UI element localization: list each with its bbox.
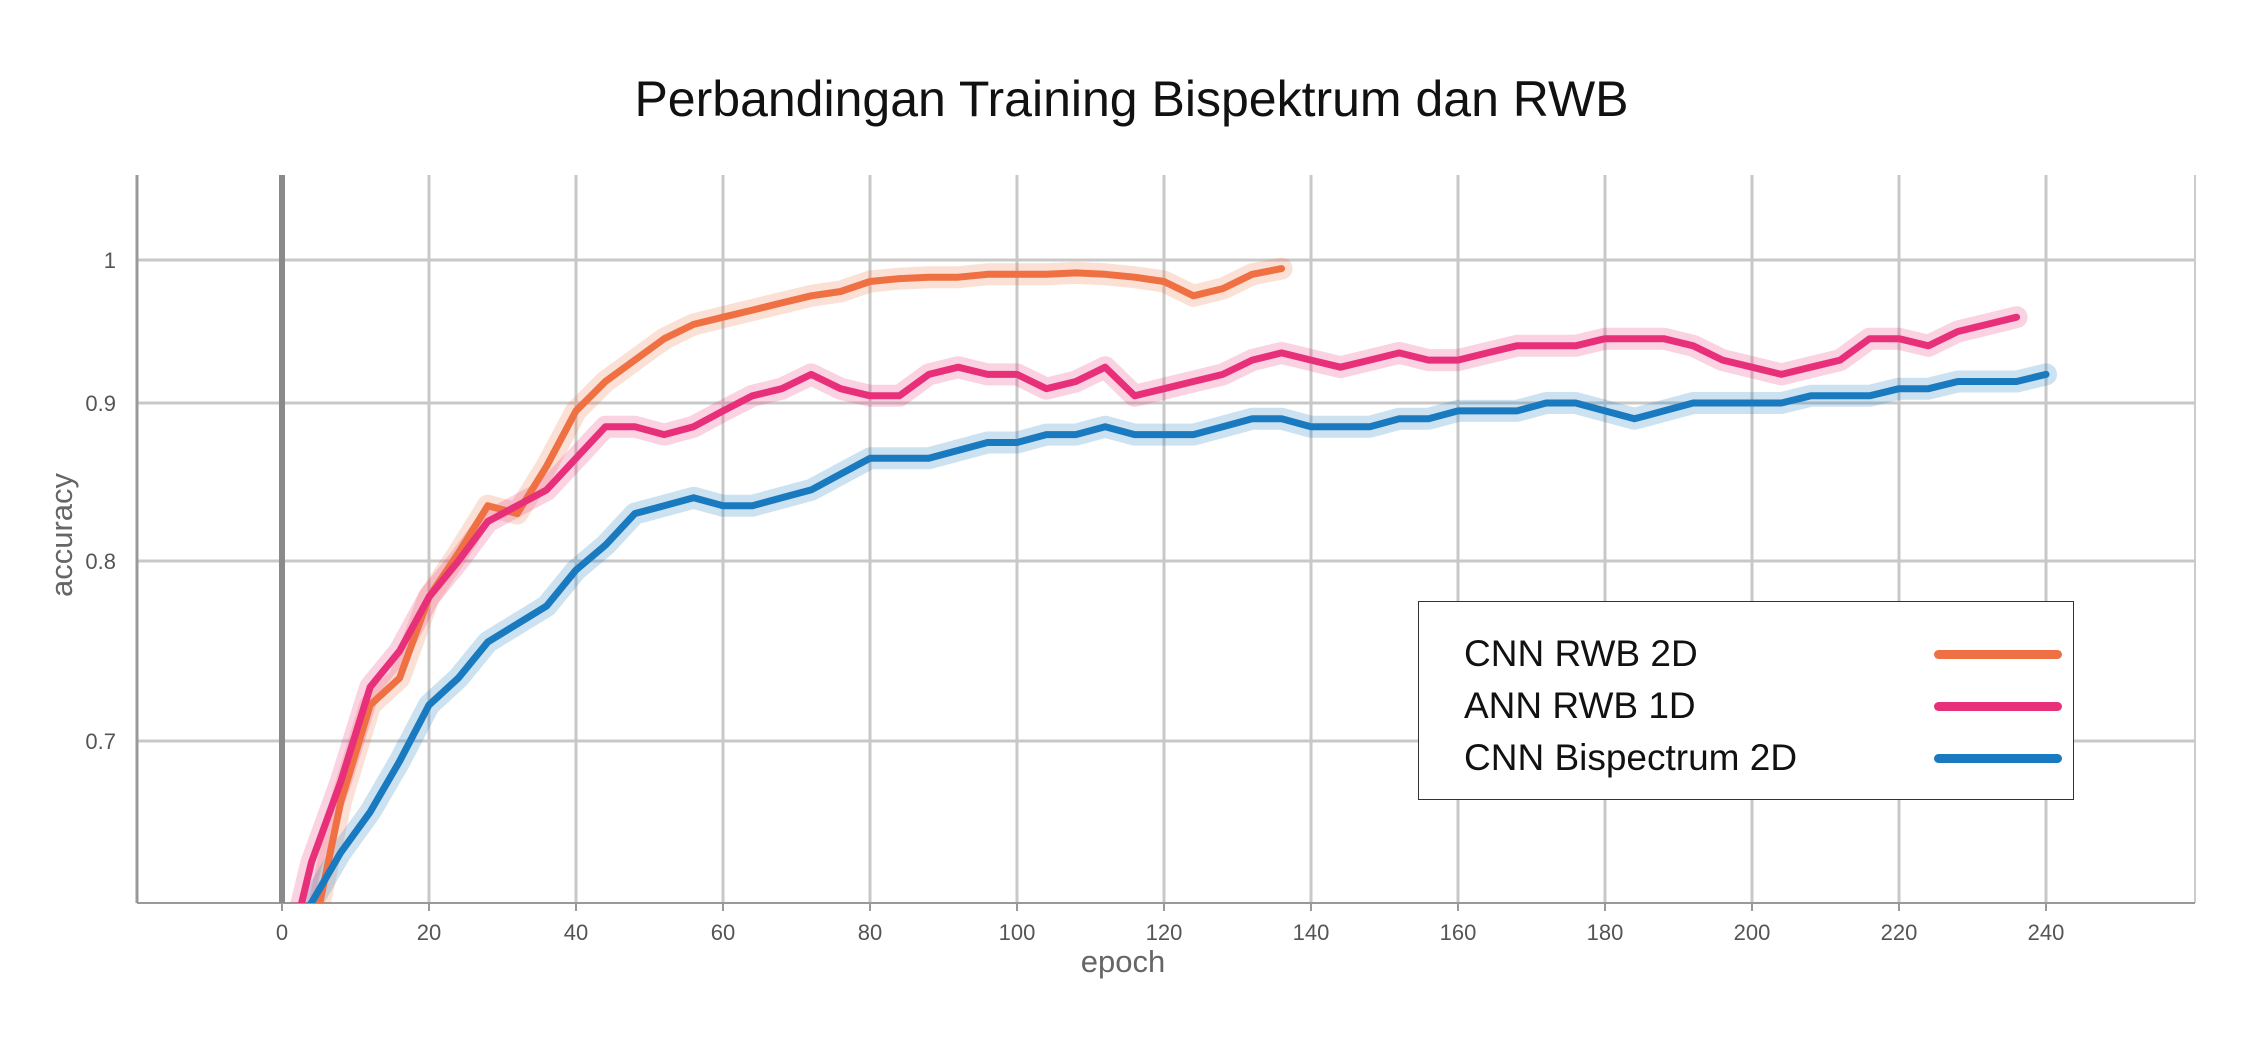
x-tick-label: 240 xyxy=(2028,920,2065,945)
x-tick-label: 80 xyxy=(858,920,882,945)
legend-swatch xyxy=(1934,702,2062,711)
y-axis-label: accuracy xyxy=(44,472,79,597)
x-tick-label: 100 xyxy=(999,920,1036,945)
x-tick-label: 200 xyxy=(1734,920,1771,945)
x-tick-label: 20 xyxy=(417,920,441,945)
legend-item-cnn-rwb-2d: CNN RWB 2D xyxy=(1464,629,2062,679)
x-tick-label: 180 xyxy=(1587,920,1624,945)
legend-label: ANN RWB 1D xyxy=(1464,685,1696,726)
tick-labels: 0 20 40 60 80 100 120 140 160 180 200 220 240 0.7 0.8 0… xyxy=(85,248,2064,945)
y-tick-label: 1 xyxy=(104,248,116,273)
x-tick-label: 120 xyxy=(1146,920,1183,945)
y-tick-label: 0.8 xyxy=(85,549,116,574)
series-line-2 xyxy=(307,370,2050,903)
series-lines xyxy=(297,265,2050,903)
x-tick-label: 40 xyxy=(564,920,588,945)
x-tick-label: 160 xyxy=(1440,920,1477,945)
x-tick-label: 0 xyxy=(276,920,288,945)
legend-item-ann-rwb-1d: ANN RWB 1D xyxy=(1464,681,2062,731)
legend-swatch xyxy=(1934,754,2062,763)
legend-label: CNN RWB 2D xyxy=(1464,633,1698,674)
y-tick-label: 0.9 xyxy=(85,391,116,416)
x-tick-label: 60 xyxy=(711,920,735,945)
x-tick-label: 140 xyxy=(1293,920,1330,945)
legend-item-cnn-bispectrum-2d: CNN Bispectrum 2D xyxy=(1464,733,2062,783)
legend-label: CNN Bispectrum 2D xyxy=(1464,737,1798,778)
x-tick-label: 220 xyxy=(1881,920,1918,945)
axes xyxy=(135,175,2195,911)
chart-title: Perbandingan Training Bispektrum dan RWB xyxy=(634,71,1629,127)
y-tick-label: 0.7 xyxy=(85,729,116,754)
legend: CNN RWB 2D ANN RWB 1D CNN Bispectrum 2D xyxy=(1418,601,2074,800)
x-axis-label: epoch xyxy=(1081,944,1165,979)
series-line-1 xyxy=(297,313,2021,903)
legend-swatch xyxy=(1934,650,2062,659)
